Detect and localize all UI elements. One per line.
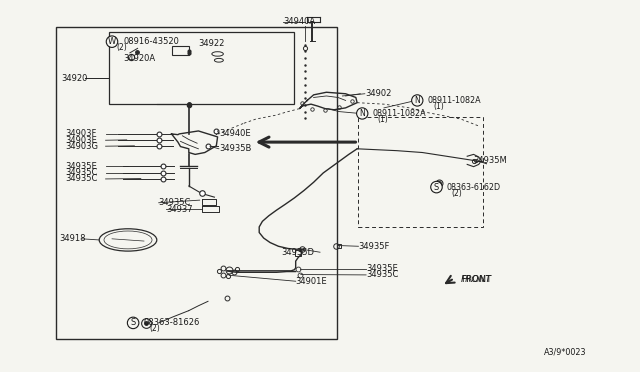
Text: 34935E: 34935E (65, 162, 97, 171)
Text: 34940A: 34940A (283, 17, 315, 26)
Text: 34935E: 34935E (366, 264, 398, 273)
Text: 34922: 34922 (198, 39, 225, 48)
Text: 34903E: 34903E (65, 136, 97, 145)
Text: 34935C: 34935C (159, 198, 191, 207)
Bar (172, 46, 189, 55)
Text: 34920: 34920 (61, 74, 87, 83)
Text: S: S (131, 318, 136, 327)
Text: FRONT: FRONT (461, 275, 492, 284)
Text: 08363-81626: 08363-81626 (144, 318, 200, 327)
Text: (2): (2) (116, 43, 127, 52)
Text: 34901E: 34901E (296, 277, 327, 286)
Text: 34902: 34902 (365, 89, 391, 98)
Text: (1): (1) (378, 115, 388, 124)
Text: 34940E: 34940E (219, 129, 250, 138)
Text: 34935B: 34935B (219, 144, 252, 153)
Text: 34920A: 34920A (123, 54, 155, 63)
Text: N: N (415, 96, 420, 105)
Text: 08911-1082A: 08911-1082A (428, 96, 481, 105)
Text: 08911-1082A: 08911-1082A (372, 109, 426, 118)
Text: 34935C: 34935C (366, 270, 399, 279)
Text: 08363-6162D: 08363-6162D (447, 183, 501, 192)
Bar (358, 117, 483, 227)
Text: A3/9*0023: A3/9*0023 (544, 347, 586, 356)
Text: FRONT: FRONT (461, 275, 492, 284)
Bar (56, 27, 337, 339)
Text: (2): (2) (149, 324, 160, 333)
Text: W: W (108, 37, 116, 46)
Text: 34935D: 34935D (282, 248, 315, 257)
Text: 34937: 34937 (166, 205, 193, 214)
Text: 34935C: 34935C (65, 174, 98, 183)
Text: 34935M: 34935M (474, 156, 508, 165)
Text: N: N (360, 109, 365, 118)
Text: 34935C: 34935C (65, 168, 98, 177)
Text: (2): (2) (451, 189, 462, 198)
Text: 34903F: 34903F (65, 129, 97, 138)
Text: (1): (1) (433, 102, 444, 111)
Text: 34903G: 34903G (65, 142, 99, 151)
Text: S: S (434, 183, 439, 192)
Text: 34918: 34918 (59, 234, 85, 243)
Text: 34935F: 34935F (358, 242, 390, 251)
Bar (109, 32, 294, 104)
Text: 08916-43520: 08916-43520 (124, 37, 179, 46)
